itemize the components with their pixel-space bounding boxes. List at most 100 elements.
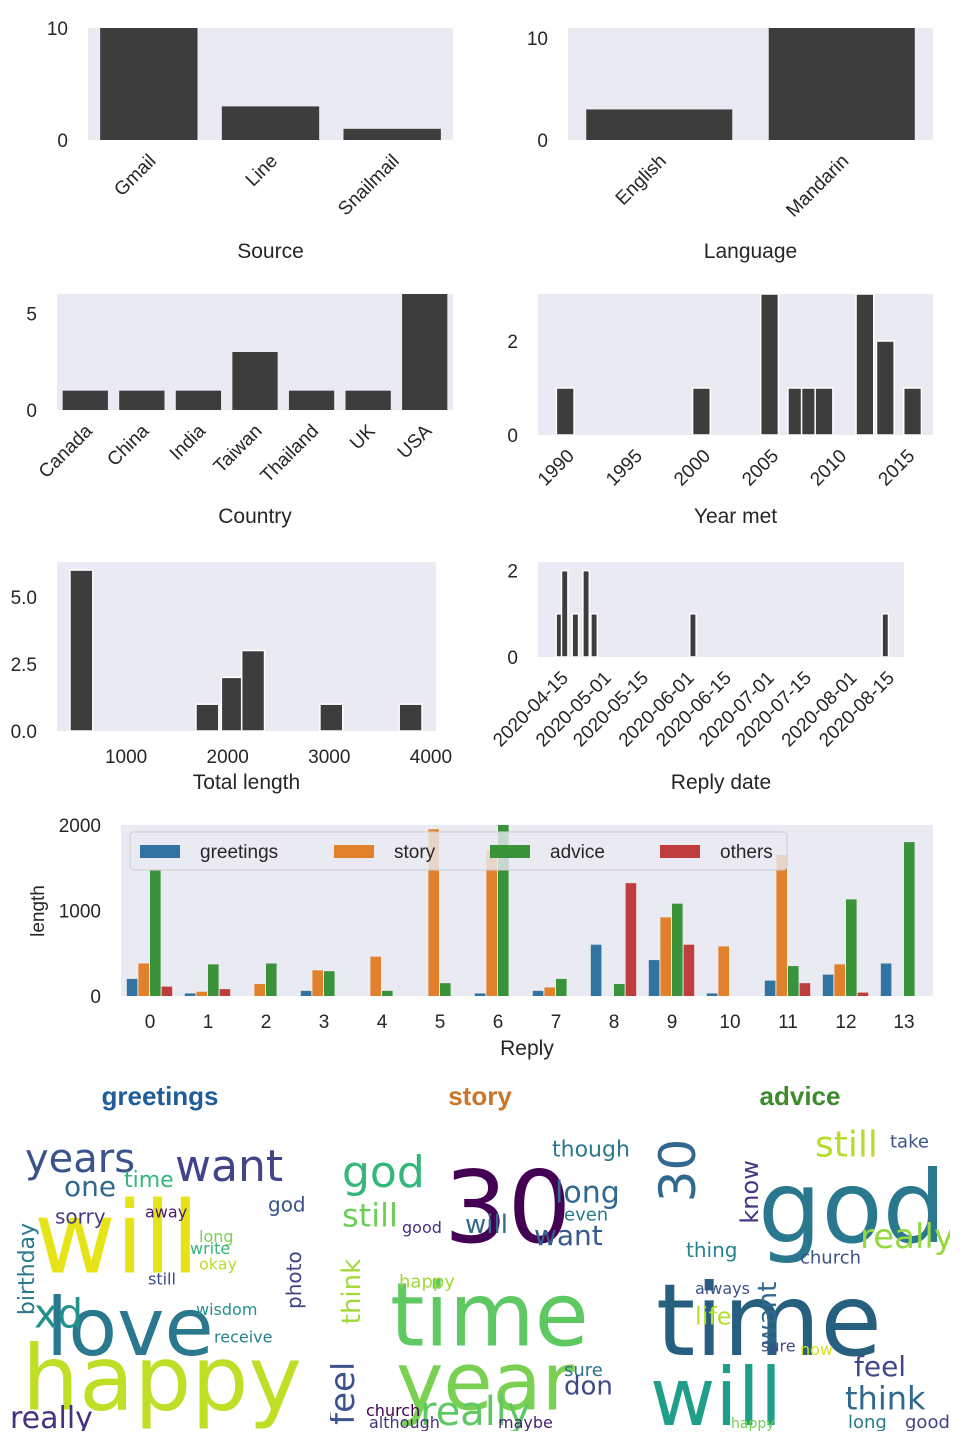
x-tick-label: India [166, 420, 210, 464]
bar-greetings-7 [532, 990, 544, 996]
x-tick-label: Snailmail [334, 151, 403, 220]
legend-swatch-advice [490, 845, 530, 858]
wordcloud-word: good [402, 1218, 442, 1237]
bar [240, 649, 266, 732]
bar [590, 613, 599, 658]
wordcloud-word: think [845, 1380, 926, 1418]
x-tick-label: Canada [35, 420, 97, 482]
wordcloud-word: god [268, 1192, 306, 1216]
wordcloud-word: know [736, 1160, 764, 1223]
wordcloud-word: away [145, 1203, 187, 1222]
bar-others-0 [161, 986, 173, 996]
legend-swatch-greetings [140, 845, 180, 858]
x-tick-label: China [103, 420, 153, 470]
bar-advice-13 [904, 842, 915, 996]
bar-taiwan [232, 352, 278, 410]
x-tick-label: 7 [551, 1012, 562, 1033]
wordcloud-word: really [860, 1217, 954, 1257]
y-tick-label: 2000 [59, 816, 101, 837]
wordcloud-word: receive [214, 1328, 272, 1347]
wordcloud-word: time [656, 1262, 882, 1379]
bar-story-2 [254, 984, 265, 996]
bar-greetings-12 [822, 974, 834, 996]
x-tick-label: 4000 [410, 747, 452, 768]
bar-story-12 [834, 964, 845, 996]
x-tick-label: 6 [493, 1012, 504, 1033]
bar-advice-3 [324, 971, 335, 996]
x-tick-label: 8 [609, 1012, 620, 1033]
bar [571, 613, 580, 658]
x-tick-label: 2015 [875, 446, 920, 491]
bar-china [119, 390, 165, 410]
bar [220, 676, 245, 732]
bar-advice-1 [208, 964, 219, 996]
wordcloud-word: take [890, 1131, 929, 1152]
wordcloud-word: wisdom [196, 1300, 257, 1319]
y-tick-label: 0 [537, 131, 548, 152]
x-tick-label: 1000 [105, 747, 147, 768]
x-tick-label: 3000 [308, 747, 350, 768]
wordcloud-word: happy [22, 1327, 302, 1432]
wordcloud-word: year [396, 1336, 575, 1429]
wordcloud-word: think [337, 1259, 367, 1324]
wordcloud-title: greetings [101, 1081, 218, 1111]
x-tick-label: 2000 [207, 747, 249, 768]
bar-story-5 [428, 829, 439, 996]
bar-greetings-0 [126, 978, 138, 996]
bar-advice-4 [382, 990, 393, 996]
y-tick-label: 5.0 [11, 588, 37, 609]
legend: greetings story advice others [129, 831, 788, 871]
wordcloud-word: god [758, 1149, 946, 1266]
wordcloud-word: church [800, 1247, 861, 1268]
x-tick-label: 9 [667, 1012, 678, 1033]
bar-greetings-9 [648, 960, 660, 996]
bar-story-3 [312, 970, 323, 996]
x-tick-label: 1 [203, 1012, 214, 1033]
x-tick-label: Line [242, 151, 282, 191]
chart-panel-total-length: 0.0 2.5 5.0 1000 2000 3000 4000 Total length [11, 562, 452, 794]
bar-mandarin [768, 28, 915, 140]
bar-others-11 [799, 983, 811, 996]
x-tick-label: Taiwan [210, 421, 267, 478]
wordcloud-word: long [848, 1412, 887, 1433]
bar [560, 569, 569, 658]
x-tick-label: Mandarin [782, 151, 853, 222]
bar-others-12 [857, 992, 869, 996]
bar [69, 569, 94, 732]
chart-panel-source: 0 10 Gmail Line Snailmail Source [47, 19, 453, 263]
x-tick-label: USA [394, 420, 437, 463]
bar [759, 293, 780, 436]
bar-advice-12 [846, 899, 857, 996]
wordcloud-word: sure [564, 1360, 603, 1381]
bar-advice-9 [672, 903, 683, 996]
x-axis-label: Year met [694, 505, 777, 528]
bar-story-9 [660, 917, 671, 996]
wordcloud-word: really [10, 1401, 93, 1436]
wordcloud-word: one [64, 1170, 116, 1203]
wordcloud-title: story [448, 1081, 512, 1111]
chart-panel-year-met: 0 2 1990 1995 2000 2005 2010 2015 Year met [507, 293, 933, 528]
y-tick-label: 0 [507, 648, 518, 669]
bar-advice-7 [556, 978, 567, 996]
bar [691, 387, 712, 436]
wordcloud-word: okay [199, 1254, 237, 1273]
bar-others-9 [683, 944, 695, 996]
wordcloud-word: long [199, 1227, 234, 1246]
bar-story-7 [544, 987, 555, 996]
legend-swatch-story [334, 845, 374, 858]
wordcloud-word: although [369, 1413, 440, 1432]
x-tick-label: UK [346, 420, 380, 454]
wordcloud-word: 30 [649, 1139, 707, 1203]
bar-greetings-6 [474, 993, 486, 996]
bar-gmail [100, 28, 198, 140]
y-axis-label: length [28, 885, 49, 937]
x-axis-label: Reply date [671, 771, 771, 794]
wordcloud-word: time [390, 1264, 589, 1367]
bar [582, 569, 591, 658]
wordcloud-word: still [148, 1270, 176, 1289]
wordcloud-word: now [800, 1340, 833, 1359]
